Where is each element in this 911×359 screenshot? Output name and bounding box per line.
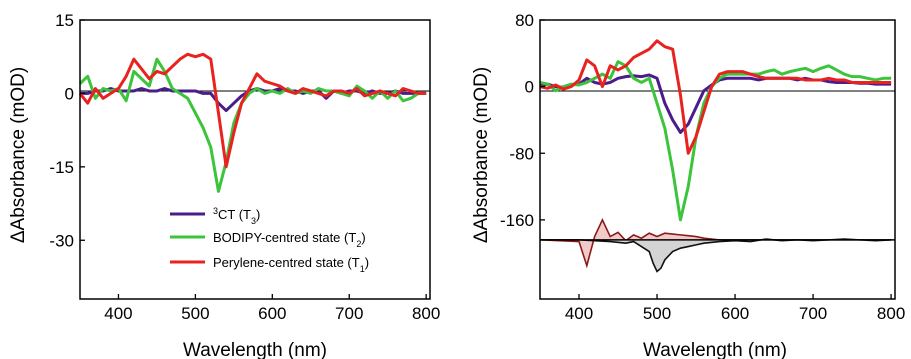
plot-frame — [79, 19, 431, 300]
tick-layer: 400 500 600 700 800 15 0 -15 -30 — [49, 11, 440, 323]
y-tick-label: 15 — [55, 11, 74, 30]
x-axis-label: Wavelength (nm) — [643, 340, 787, 359]
x-tick-label: 500 — [643, 304, 671, 323]
series-layer — [539, 39, 892, 222]
series-line-3 — [78, 52, 427, 169]
y-tick-label: -160 — [500, 211, 534, 230]
x-tick-label: 600 — [258, 304, 286, 323]
left-panel: 400 500 600 700 800 15 0 -15 -30 3CT (T3) BODIPY… — [8, 11, 440, 359]
legend-label: BODIPY-centred state (T2) — [213, 230, 366, 249]
series-layer — [78, 52, 427, 193]
series-line-3 — [539, 39, 892, 155]
x-axis-label: Wavelength (nm) — [183, 340, 327, 359]
y-axis-label: ΔAbsorbance (mOD) — [471, 67, 492, 243]
legend-item-perylene: Perylene-centred state (T1) — [170, 255, 369, 274]
legend-label: Perylene-centred state (T1) — [213, 255, 369, 274]
legend: 3CT (T3) BODIPY-centred state (T2) Peryl… — [170, 206, 369, 274]
y-tick-label: -80 — [509, 144, 534, 163]
y-tick-label: 0 — [525, 78, 534, 97]
x-tick-label: 400 — [565, 304, 593, 323]
difference-layer — [539, 217, 895, 273]
y-axis-label: ΔAbsorbance (mOD) — [8, 67, 29, 243]
x-tick-label: 700 — [335, 304, 363, 323]
y-tick-label: -15 — [49, 158, 74, 177]
plot-frame — [539, 19, 896, 300]
difference-line-1 — [539, 217, 892, 269]
x-tick-label: 800 — [877, 304, 905, 323]
x-tick-label: 800 — [412, 304, 440, 323]
x-tick-label: 600 — [721, 304, 749, 323]
legend-label: 3CT (T3) — [213, 206, 260, 226]
x-tick-label: 400 — [104, 304, 132, 323]
x-tick-label: 700 — [799, 304, 827, 323]
y-tick-label: -30 — [49, 231, 74, 250]
y-tick-label: 0 — [65, 84, 74, 103]
legend-item-bodipy: BODIPY-centred state (T2) — [170, 230, 366, 249]
x-tick-label: 500 — [181, 304, 209, 323]
legend-item-3ct: 3CT (T3) — [170, 206, 260, 226]
series-line-2 — [539, 60, 892, 222]
y-tick-label: 80 — [515, 11, 534, 30]
